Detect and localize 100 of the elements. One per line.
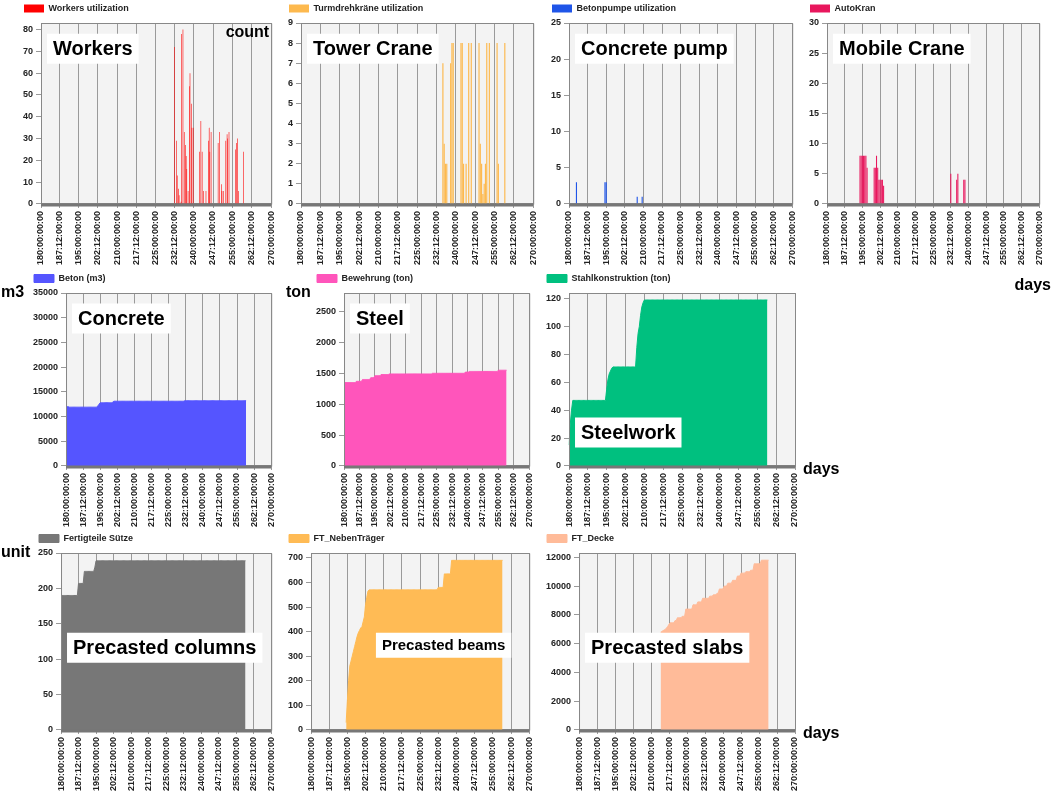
y-tick-label: 0 (566, 724, 572, 735)
x-tick-label: 240:00:00:00 (714, 472, 725, 528)
x-tick-label: 247:12:00:00 (213, 736, 224, 792)
x-tick-label: 247:12:00:00 (477, 472, 488, 528)
y-tick-label: 30000 (33, 312, 59, 323)
y-tick-label: 20 (809, 77, 820, 88)
x-tick-label: 262:12:00:00 (771, 736, 782, 792)
legend-label: Bewehrung (ton) (341, 272, 413, 283)
y-tick-label: 250 (37, 547, 54, 558)
legend-label: FT_Decke (571, 532, 615, 543)
text: Workers (53, 37, 133, 60)
x-tick-label: 262:12:00:00 (248, 736, 259, 792)
y-tick-label: 35000 (33, 287, 59, 298)
legend-label: AutoKran (834, 2, 876, 13)
y-tick-label: 0 (814, 198, 820, 209)
y-tick-label: 2500 (315, 306, 337, 317)
x-tick-label: 240:00:00:00 (450, 210, 461, 266)
x-tick-label: 180:00:00:00 (305, 736, 316, 792)
x-tick-label: 195:00:00:00 (90, 736, 101, 792)
x-tick-label: 187:12:00:00 (582, 210, 593, 266)
x-tick-label: 195:00:00:00 (73, 210, 84, 266)
x-tick-label: 217:12:00:00 (657, 472, 668, 528)
y-tick-label: 600 (287, 576, 304, 587)
x-tick-label: 232:12:00:00 (432, 736, 443, 792)
x-tick-label: 202:12:00:00 (620, 472, 630, 528)
x-tick-label: 240:00:00:00 (717, 736, 728, 792)
y-tick-label: 60 (23, 67, 34, 78)
x-tick-label: 240:00:00:00 (197, 472, 208, 528)
x-tick-label: 202:12:00:00 (111, 472, 122, 528)
y-tick-label: 0 (28, 198, 34, 209)
x-tick-label: 270:00:00:00 (523, 736, 534, 792)
x-tick-label: 210:00:00:00 (645, 736, 656, 792)
x-tick-label: 270:00:00:00 (265, 472, 276, 528)
x-tick-label: 270:00:00:00 (523, 472, 534, 528)
x-tick-label: 255:00:00:00 (753, 736, 764, 792)
x-tick-label: 232:12:00:00 (430, 210, 441, 266)
y-tick-label: 20 (551, 53, 562, 64)
text: Mobile Crane (839, 37, 965, 60)
legend-label: Beton (m3) (58, 272, 106, 283)
x-tick-label: 270:00:00:00 (789, 472, 800, 528)
x-tick-label: 232:12:00:00 (945, 210, 956, 266)
x-tick-label: 255:00:00:00 (749, 210, 760, 266)
y-tick-label: 20 (23, 154, 34, 165)
y-tick-label: 6000 (551, 638, 572, 649)
x-tick-label: 202:12:00:00 (353, 210, 364, 266)
x-tick-label: 262:12:00:00 (508, 472, 519, 528)
text: Precasted columns (73, 636, 257, 659)
x-tick-label: 247:12:00:00 (980, 210, 991, 266)
x-tick-label: 195:00:00:00 (609, 736, 620, 792)
x-tick-label: 195:00:00:00 (600, 210, 611, 266)
y-axis-title: unit (1, 543, 31, 561)
x-tick-label: 217:12:00:00 (663, 736, 674, 792)
x-tick-label: 180:00:00:00 (338, 472, 349, 528)
y-tick-label: 80 (23, 24, 34, 35)
x-tick-label: 255:00:00:00 (231, 472, 242, 528)
legend-label: Turmdrehkräne utilization (313, 2, 424, 13)
x-tick-label: 232:12:00:00 (695, 472, 706, 528)
x-tick-label: 210:00:00:00 (638, 472, 649, 528)
x-tick-label: 217:12:00:00 (143, 736, 154, 792)
x-tick-label: 187:12:00:00 (314, 210, 325, 266)
text: Tower Crane (313, 37, 433, 60)
x-tick-label: 232:12:00:00 (446, 472, 457, 528)
x-tick-label: 202:12:00:00 (360, 736, 371, 792)
y-axis-title: m3 (1, 283, 25, 301)
x-tick-label: 187:12:00:00 (323, 736, 334, 792)
text: Steelwork (581, 421, 677, 444)
x-tick-label: 247:12:00:00 (735, 736, 746, 792)
x-tick-label: 240:00:00:00 (962, 210, 973, 266)
y-tick-label: 5 (814, 168, 820, 179)
x-tick-label: 232:12:00:00 (180, 472, 191, 528)
y-tick-label: 15 (551, 89, 562, 100)
x-tick-label: 225:00:00:00 (414, 736, 425, 792)
x-tick-label: 270:00:00:00 (265, 210, 276, 266)
x-tick-label: 195:00:00:00 (601, 472, 612, 528)
y-tick-label: 70 (23, 45, 34, 56)
y-tick-label: 30 (23, 133, 34, 144)
x-tick-label: 187:12:00:00 (77, 472, 88, 528)
y-tick-label: 0 (556, 460, 562, 471)
y-tick-label: 100 (37, 653, 54, 664)
x-tick-label: 225:00:00:00 (675, 210, 686, 266)
y-tick-label: 3 (287, 138, 294, 149)
x-tick-label: 247:12:00:00 (469, 736, 480, 792)
y-axis-title: ton (286, 283, 311, 301)
x-tick-label: 240:00:00:00 (450, 736, 461, 792)
x-tick-label: 187:12:00:00 (353, 472, 364, 528)
legend-label: Workers utilization (48, 2, 129, 13)
y-tick-label: 25 (809, 47, 820, 58)
y-tick-label: 4000 (551, 666, 572, 677)
y-tick-label: 6 (287, 77, 294, 88)
x-tick-label: 217:12:00:00 (656, 210, 667, 266)
text: Precasted beams (381, 636, 506, 654)
y-tick-label: 5000 (38, 435, 59, 446)
x-tick-label: 247:12:00:00 (730, 210, 741, 266)
x-tick-label: 210:00:00:00 (111, 210, 122, 266)
x-tick-label: 187:12:00:00 (582, 472, 593, 528)
x-tick-label: 202:12:00:00 (619, 210, 630, 266)
x-tick-label: 195:00:00:00 (341, 736, 352, 792)
x-tick-label: 210:00:00:00 (637, 210, 648, 266)
text: Concrete (78, 306, 165, 329)
y-tick-label: 300 (287, 650, 304, 661)
